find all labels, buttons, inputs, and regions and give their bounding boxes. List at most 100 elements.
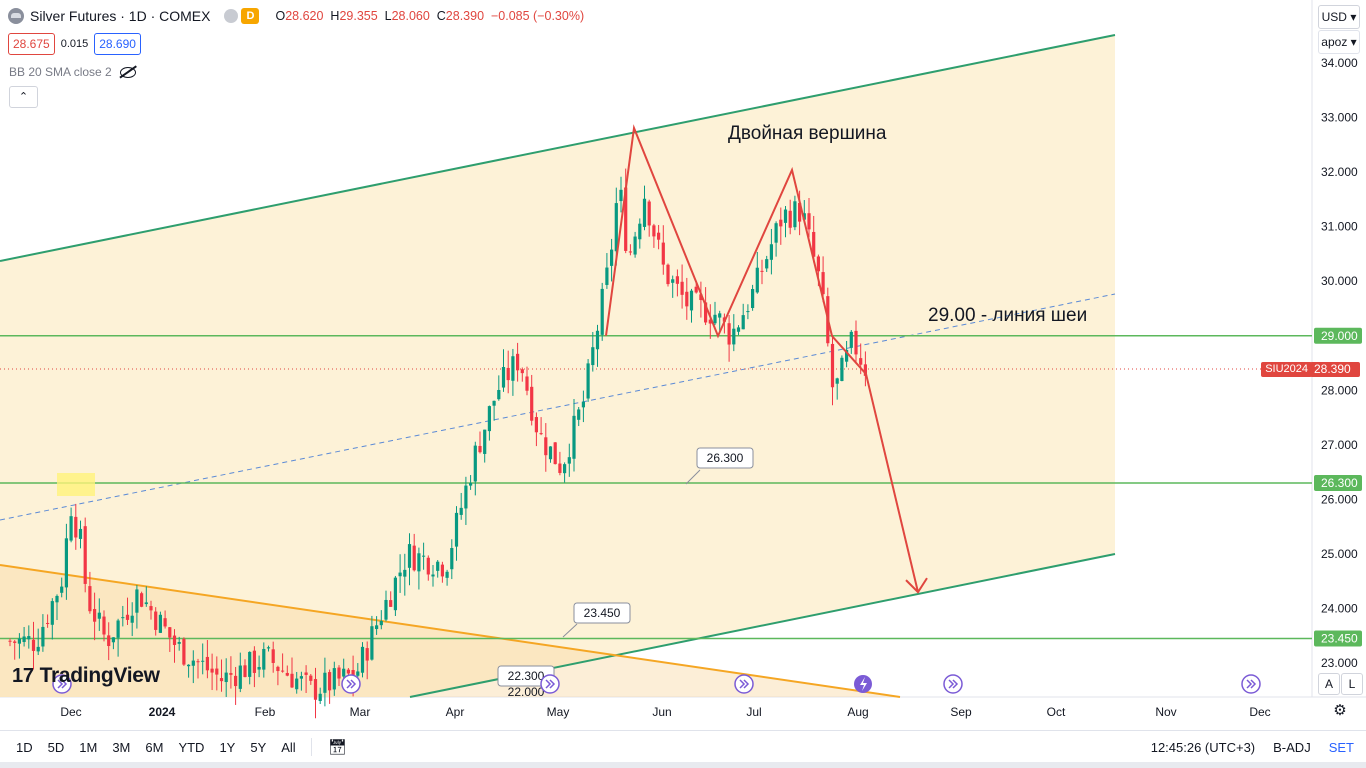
callout-23450-box[interactable]: [573, 602, 631, 624]
candle-body: [680, 281, 684, 295]
descending-trend-line[interactable]: [0, 564, 901, 698]
callout-22300: 22.300: [508, 669, 545, 683]
candle-body: [600, 288, 604, 335]
candle-body: [346, 669, 350, 674]
log-scale-button[interactable]: L: [1341, 673, 1363, 695]
range-5d-button[interactable]: 5D: [47, 739, 65, 755]
y-axis-tick-label: 31.000: [1321, 220, 1358, 234]
candle-body: [595, 330, 600, 350]
candle-body: [769, 244, 773, 260]
symbol-title[interactable]: Silver Futures · 1D · COMEX: [30, 8, 211, 24]
candle-body: [309, 675, 313, 681]
candle-body: [642, 198, 647, 227]
candle-body: [135, 589, 139, 613]
range-1m-button[interactable]: 1M: [79, 739, 98, 755]
range-ytd-button[interactable]: YTD: [178, 739, 205, 755]
currency-value: USD: [1321, 10, 1347, 24]
candle-body: [835, 378, 839, 384]
candle-body: [605, 267, 609, 285]
candle-body: [407, 544, 412, 568]
chart-settings-gear-icon[interactable]: ⚙: [1333, 702, 1347, 719]
range-1y-button[interactable]: 1Y: [219, 739, 236, 755]
candle-body: [55, 595, 59, 603]
range-3m-button[interactable]: 3M: [112, 739, 131, 755]
candle-body: [741, 315, 745, 330]
event-chevrons: [346, 679, 357, 689]
clock-timezone[interactable]: 12:45:26 (UTC+3): [1150, 739, 1256, 755]
level-price-box: [1314, 327, 1362, 344]
candle-body: [158, 614, 162, 633]
double-top-label[interactable]: Двойная вершина: [728, 123, 887, 144]
scale-select[interactable]: apoz ▾: [1318, 30, 1360, 54]
candle-body: [182, 638, 186, 665]
candle-body: [845, 349, 849, 362]
session-toggle[interactable]: SET: [1328, 739, 1354, 755]
candle-body: [252, 650, 256, 673]
adjustment-toggle[interactable]: B-ADJ: [1273, 739, 1311, 755]
currency-select[interactable]: USD ▾: [1318, 5, 1360, 29]
candle-body: [516, 353, 520, 371]
level-price-box: [1314, 475, 1362, 492]
highlight-rect[interactable]: [57, 473, 95, 496]
delayed-badge[interactable]: D: [241, 8, 260, 24]
candle-body: [783, 209, 788, 223]
x-axis-tick-label: Sep: [950, 705, 972, 719]
sell-price-button[interactable]: 28.675: [8, 33, 55, 55]
callout-22000: 22.000: [508, 685, 545, 699]
candle-body: [412, 545, 416, 571]
candle-body: [88, 586, 92, 612]
y-axis-tick-label: 24.000: [1321, 602, 1358, 616]
close-label: C: [436, 9, 446, 23]
candle-body: [779, 219, 783, 227]
x-axis-tick-label: Nov: [1155, 705, 1176, 719]
candle-body: [548, 446, 553, 460]
candle-body: [501, 367, 506, 388]
candle-body: [788, 210, 792, 228]
candle-body: [798, 202, 802, 222]
candle-body: [840, 357, 844, 381]
range-5y-button[interactable]: 5Y: [250, 739, 267, 755]
candle-body: [689, 290, 694, 311]
candle-body: [525, 376, 529, 391]
candle-body: [205, 656, 209, 671]
projection-arrow-head: [905, 577, 928, 594]
buy-price-button[interactable]: 28.690: [94, 33, 141, 55]
candle-body: [172, 635, 177, 645]
range-all-button[interactable]: All: [281, 739, 296, 755]
candle-body: [821, 272, 825, 295]
y-axis-tick-label: 28.000: [1321, 383, 1358, 397]
projection-arrow-line[interactable]: [865, 373, 919, 593]
candle-body: [290, 673, 294, 688]
candle-body: [281, 670, 285, 672]
range-6m-button[interactable]: 6M: [145, 739, 164, 755]
callout-26300-pointer: [685, 469, 701, 485]
candle-body: [168, 627, 172, 638]
candle-body: [487, 406, 491, 432]
indicator-legend[interactable]: BB 20 SMA close 2: [9, 65, 136, 79]
candle-body: [177, 641, 181, 644]
candle-body: [586, 363, 590, 399]
range-1d-button[interactable]: 1D: [16, 739, 33, 755]
candle-body: [422, 555, 426, 557]
hidden-eye-icon[interactable]: [119, 66, 136, 78]
candle-body: [417, 553, 421, 572]
candle-body: [760, 270, 764, 272]
auto-scale-button[interactable]: A: [1318, 673, 1340, 695]
callout-26300-box[interactable]: [696, 447, 754, 469]
candle-body: [384, 599, 388, 620]
candle-body: [393, 577, 397, 611]
collapse-legend-button[interactable]: ⌃: [9, 86, 38, 108]
channel-upper-line[interactable]: [0, 34, 1116, 262]
date-range-calendar-icon[interactable]: 📅︎: [327, 739, 347, 756]
candle-body: [257, 667, 261, 670]
tradingview-logo[interactable]: 17 TradingView: [12, 664, 160, 688]
candle-body: [633, 236, 637, 255]
candle-body: [657, 232, 661, 240]
candle-body: [581, 401, 585, 408]
neckline-label[interactable]: 29.00 - линия шеи: [928, 305, 1088, 326]
candle-body: [22, 636, 26, 643]
event-chevrons: [948, 679, 959, 689]
double-top-pattern-line[interactable]: [605, 124, 867, 375]
candle-body: [736, 327, 741, 332]
